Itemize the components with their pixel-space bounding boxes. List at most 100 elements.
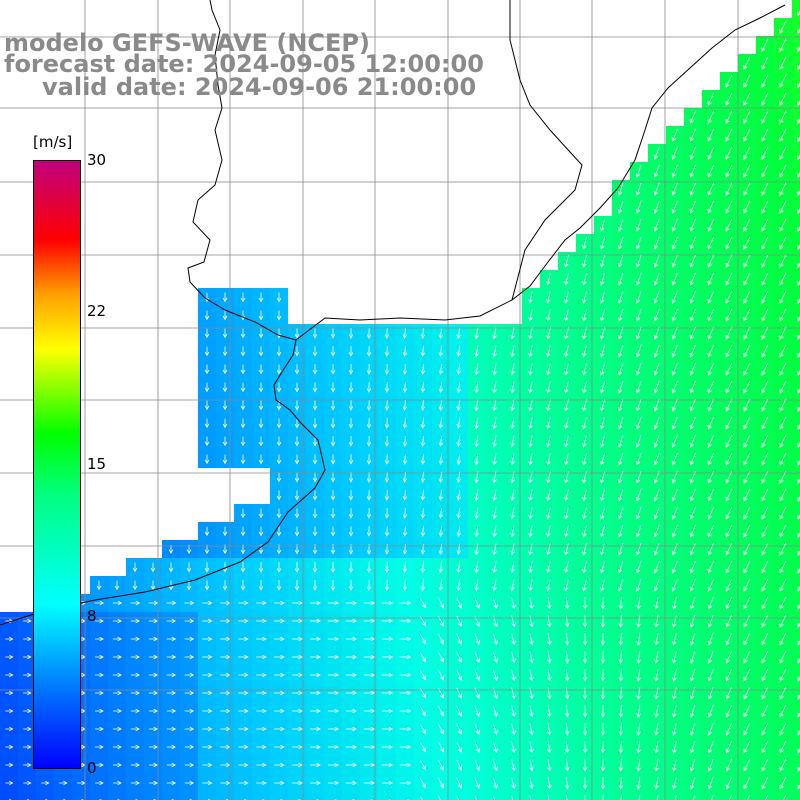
wind-arrow	[779, 560, 787, 574]
wind-arrow	[23, 690, 32, 696]
wind-arrow	[456, 579, 461, 592]
wind-cell	[792, 576, 800, 594]
wind-arrow	[564, 435, 569, 448]
wind-arrow	[707, 398, 715, 412]
wind-arrow	[528, 327, 533, 340]
wind-arrow	[474, 741, 480, 753]
wind-arrow	[725, 578, 733, 592]
wind-arrow	[779, 722, 787, 736]
wind-arrow	[725, 560, 733, 574]
wind-arrow	[797, 676, 800, 682]
wind-arrow	[363, 726, 376, 732]
wind-arrow	[202, 636, 213, 642]
wind-arrow	[204, 400, 210, 411]
wind-arrow	[184, 744, 195, 750]
wind-arrow	[779, 416, 787, 430]
wind-arrow	[256, 654, 267, 660]
wind-arrow	[743, 74, 751, 88]
wind-arrow	[707, 362, 715, 376]
wind-arrow	[238, 690, 249, 696]
wind-arrow	[327, 618, 339, 624]
wind-arrow	[510, 327, 515, 340]
wind-arrow	[292, 636, 303, 642]
wind-arrow	[345, 726, 357, 732]
wind-arrow	[636, 722, 641, 736]
wind-arrow	[743, 506, 751, 520]
wind-arrow	[510, 435, 515, 448]
wind-arrow	[725, 182, 733, 196]
wind-arrow	[330, 490, 336, 501]
wind-arrow	[529, 615, 534, 628]
wind-arrow	[384, 363, 390, 375]
wind-arrow	[779, 632, 787, 646]
wind-arrow	[420, 345, 426, 357]
wind-arrow	[547, 633, 552, 646]
wind-arrow	[166, 708, 177, 714]
wind-arrow	[743, 362, 751, 376]
wind-arrow	[707, 128, 715, 142]
wind-arrow	[95, 708, 104, 714]
wind-arrow	[511, 615, 516, 628]
wind-arrow	[345, 690, 357, 696]
wind-arrow	[797, 82, 800, 89]
wind-arrow	[707, 668, 714, 682]
wind-arrow	[582, 777, 588, 790]
wind-arrow	[599, 272, 606, 286]
wind-arrow	[292, 762, 303, 768]
wind-arrow	[635, 488, 642, 502]
wind-arrow	[653, 380, 660, 394]
wind-arrow	[600, 614, 606, 628]
wind-cell	[792, 72, 800, 90]
wind-arrow	[420, 435, 426, 447]
wind-arrow	[779, 614, 787, 628]
wind-arrow	[725, 200, 733, 214]
wind-arrow	[672, 632, 677, 646]
wind-arrow	[689, 182, 696, 196]
wind-arrow	[528, 399, 533, 412]
wind-arrow	[725, 236, 733, 250]
wind-arrow	[492, 705, 498, 718]
colorbar-tick-8: 8	[87, 607, 97, 625]
wind-arrow	[511, 687, 516, 700]
wind-arrow	[240, 346, 246, 357]
wind-arrow	[635, 272, 642, 286]
wind-arrow	[402, 508, 408, 519]
wind-arrow	[653, 506, 660, 520]
wind-arrow	[112, 654, 122, 660]
wind-arrow	[309, 708, 321, 714]
wind-arrow	[510, 345, 515, 358]
wind-arrow	[258, 580, 264, 591]
wind-arrow	[779, 542, 787, 556]
wind-arrow	[204, 346, 210, 357]
wind-arrow	[345, 654, 357, 660]
wind-arrow	[184, 780, 195, 786]
wind-arrow	[202, 600, 213, 606]
wind-arrow	[546, 489, 551, 502]
wind-arrow	[600, 686, 606, 700]
wind-arrow	[653, 164, 660, 178]
wind-arrow	[474, 723, 480, 735]
wind-arrow	[779, 776, 787, 790]
wind-arrow	[635, 200, 642, 214]
wind-arrow	[617, 579, 624, 592]
wind-arrow	[779, 272, 787, 286]
wind-cell	[792, 324, 800, 342]
wind-arrow	[671, 290, 678, 304]
wind-arrow	[148, 744, 158, 750]
wind-arrow	[761, 200, 769, 214]
wind-arrow	[168, 580, 174, 591]
wind-cell	[792, 558, 800, 576]
wind-arrow	[348, 561, 354, 574]
wind-arrow	[166, 744, 177, 750]
wind-arrow	[5, 636, 14, 642]
wind-cell	[450, 792, 468, 800]
wind-arrow	[653, 308, 660, 322]
wind-arrow	[294, 436, 300, 447]
valid-date: valid date: 2024-09-06 21:00:00	[42, 73, 477, 101]
wind-arrow	[779, 182, 787, 196]
wind-cell	[702, 792, 720, 800]
wind-arrow	[743, 380, 751, 394]
colorbar-tick-0: 0	[87, 759, 97, 777]
wind-arrow	[238, 780, 249, 786]
wind-arrow	[276, 436, 282, 447]
